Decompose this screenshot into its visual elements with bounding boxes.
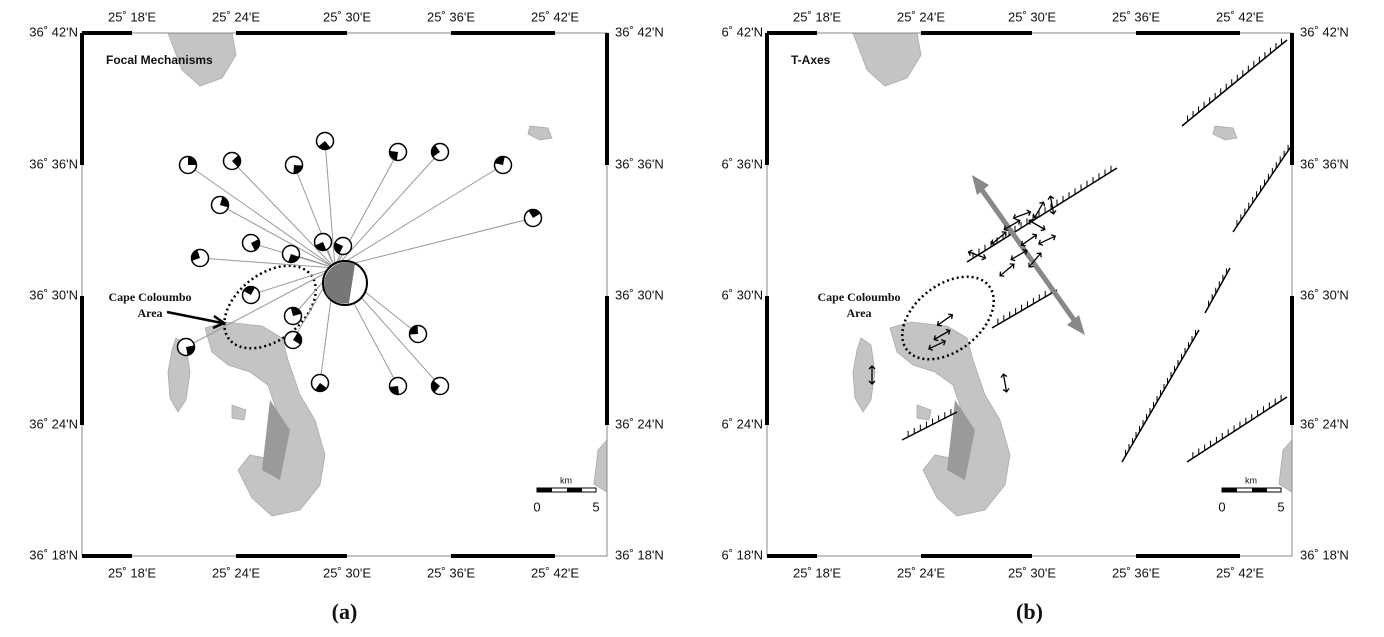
lon-tick-label: 25˚ 18'E — [793, 9, 841, 24]
lon-tick-label: 25˚ 30'E — [1008, 9, 1056, 24]
lat-tick-label: 6˚ 30'N — [721, 287, 763, 302]
fault — [967, 168, 1117, 262]
lon-tick-label: 25˚ 42'E — [1216, 9, 1264, 24]
t-axis — [1028, 218, 1047, 232]
island — [232, 405, 246, 420]
panel-title: T-Axes — [791, 53, 831, 67]
lon-tick-label: 25˚ 36'E — [1112, 565, 1160, 580]
island — [205, 322, 325, 516]
fault-ticks — [998, 287, 1051, 324]
lon-tick-label: 25˚ 30'E — [1008, 565, 1056, 580]
lon-tick-label: 25˚ 24'E — [212, 565, 260, 580]
lat-tick-label: 36˚ 42'N — [615, 24, 664, 39]
annotation: Area — [846, 306, 871, 320]
connector — [335, 165, 503, 268]
focal-mechanism-quadrant — [188, 157, 197, 166]
fault-ticks — [1126, 330, 1196, 456]
connector — [200, 258, 335, 268]
lon-tick-label: 25˚ 36'E — [427, 9, 475, 24]
lat-tick-label: 6˚ 18'N — [721, 547, 763, 562]
fault-ticks — [1237, 145, 1288, 226]
lat-tick-label: 36˚ 18'N — [1300, 547, 1349, 562]
annotation: Cape Coloumbo — [817, 290, 900, 304]
fault — [1233, 145, 1292, 232]
t-axis — [1013, 209, 1032, 221]
scale-bar — [1222, 488, 1237, 492]
scale-bar — [1252, 488, 1267, 492]
lat-tick-label: 36˚ 30'N — [1300, 287, 1349, 302]
panel-title: Focal Mechanisms — [106, 53, 213, 67]
map-panel: 25˚ 18'E 25˚ 18'E 25˚ 24'E 25˚ 24'E 25˚ 30'E… — [29, 9, 663, 580]
lon-tick-label: 25˚ 42'E — [1216, 565, 1264, 580]
scale-unit: km — [1245, 475, 1257, 485]
lat-tick-label: 36˚ 42'N — [1300, 24, 1349, 39]
scale-label: 0 — [533, 499, 540, 514]
lat-tick-label: 36˚ 36'N — [615, 156, 664, 171]
lat-tick-label: 36˚ 18'N — [615, 547, 664, 562]
scale-unit: km — [560, 475, 572, 485]
t-axis — [1038, 233, 1057, 246]
lon-tick-label: 25˚ 30'E — [323, 9, 371, 24]
lon-tick-label: 25˚ 42'E — [531, 565, 579, 580]
island — [528, 126, 552, 140]
t-axis — [936, 312, 954, 327]
panel-caption: (a) — [332, 599, 358, 624]
fault-ticks — [1193, 395, 1281, 458]
annotation-arrow — [167, 312, 224, 328]
lat-tick-label: 36˚ 24'N — [29, 416, 78, 431]
lat-tick-label: 36˚ 36'N — [29, 156, 78, 171]
figure: 25˚ 18'E 25˚ 18'E 25˚ 24'E 25˚ 24'E 25˚ 30'E… — [0, 0, 1384, 637]
t-axis — [1020, 232, 1038, 247]
lat-tick-label: 36˚ 18'N — [29, 547, 78, 562]
scale-label: 0 — [1218, 499, 1225, 514]
lon-tick-label: 25˚ 18'E — [793, 565, 841, 580]
lat-tick-label: 36˚ 30'N — [615, 287, 664, 302]
fault — [992, 290, 1057, 328]
lat-tick-label: 36˚ 30'N — [29, 287, 78, 302]
lon-tick-label: 25˚ 24'E — [212, 9, 260, 24]
lon-tick-label: 25˚ 18'E — [108, 565, 156, 580]
annotation: Cape Coloumbo — [108, 290, 191, 304]
lat-tick-label: 36˚ 24'N — [615, 416, 664, 431]
lat-tick-label: 36˚ 36'N — [1300, 156, 1349, 171]
t-axis — [998, 262, 1016, 278]
lon-tick-label: 25˚ 36'E — [1112, 9, 1160, 24]
lat-tick-label: 6˚ 42'N — [721, 24, 763, 39]
scale-bar — [567, 488, 582, 492]
annotation: Area — [137, 306, 162, 320]
lon-tick-label: 25˚ 30'E — [323, 565, 371, 580]
connector — [294, 165, 335, 268]
fault — [1182, 40, 1287, 126]
scale-label: 5 — [1277, 499, 1284, 514]
island — [917, 405, 931, 420]
lon-tick-label: 25˚ 18'E — [108, 9, 156, 24]
fault — [1187, 397, 1287, 462]
lon-tick-label: 25˚ 42'E — [531, 9, 579, 24]
lat-tick-label: 6˚ 24'N — [721, 416, 763, 431]
island — [1279, 440, 1292, 492]
lon-tick-label: 25˚ 24'E — [897, 9, 945, 24]
lon-tick-label: 25˚ 24'E — [897, 565, 945, 580]
lat-tick-label: 6˚ 36'N — [721, 156, 763, 171]
island — [890, 322, 1010, 516]
scale-bar — [537, 488, 552, 492]
lat-tick-label: 36˚ 42'N — [29, 24, 78, 39]
connector — [335, 218, 533, 268]
panel-caption: (b) — [1016, 599, 1043, 624]
scale-label: 5 — [592, 499, 599, 514]
island — [853, 33, 921, 86]
lon-tick-label: 25˚ 36'E — [427, 565, 475, 580]
island — [1213, 126, 1237, 140]
map-panel: 25˚ 18'E 25˚ 18'E 25˚ 24'E 25˚ 24'E 25˚ 30'E… — [721, 9, 1348, 580]
t-axis — [1000, 374, 1009, 393]
connector — [188, 165, 335, 268]
island — [594, 440, 607, 492]
lat-tick-label: 36˚ 24'N — [1300, 416, 1349, 431]
